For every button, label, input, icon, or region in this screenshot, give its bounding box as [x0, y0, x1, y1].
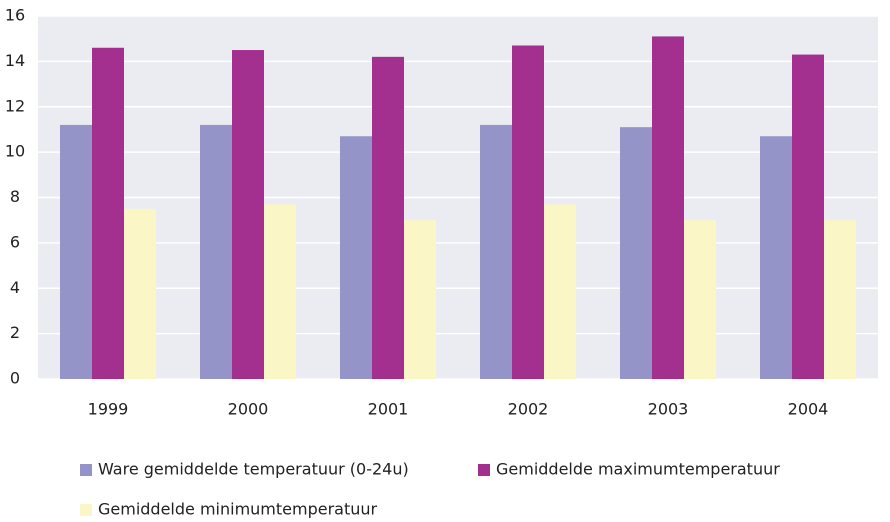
legend-swatch — [478, 464, 490, 476]
bar — [684, 220, 716, 379]
bar — [124, 208, 156, 379]
bar — [620, 127, 652, 379]
y-tick-label: 4 — [10, 278, 20, 297]
y-tick-label: 14 — [5, 51, 25, 70]
y-tick-label: 2 — [10, 323, 20, 342]
bar — [792, 54, 824, 379]
x-tick-label: 2001 — [368, 400, 409, 419]
bar — [824, 220, 856, 379]
bar — [340, 136, 372, 379]
y-tick-label: 12 — [5, 96, 25, 115]
bar — [512, 45, 544, 380]
y-tick-label: 16 — [5, 6, 25, 25]
legend-label: Gemiddelde maximumtemperatuur — [496, 460, 780, 479]
y-tick-label: 10 — [5, 142, 25, 161]
bar — [60, 124, 92, 380]
bar — [232, 50, 264, 379]
x-tick-label: 2004 — [788, 400, 829, 419]
legend-label: Gemiddelde minimumtemperatuur — [98, 500, 378, 519]
bar — [264, 204, 296, 379]
legend-swatch — [80, 464, 92, 476]
bar — [544, 204, 576, 379]
x-tick-label: 2003 — [648, 400, 689, 419]
legend-label: Ware gemiddelde temperatuur (0-24u) — [98, 460, 409, 479]
bar — [92, 47, 124, 379]
y-tick-label: 0 — [10, 369, 20, 388]
bar — [404, 220, 436, 379]
y-tick-label: 6 — [10, 232, 20, 251]
y-tick-label: 8 — [10, 187, 20, 206]
x-tick-label: 1999 — [88, 400, 129, 419]
bar — [480, 124, 512, 380]
bar — [200, 124, 232, 380]
x-tick-label: 2002 — [508, 400, 549, 419]
bar — [652, 36, 684, 379]
bar — [760, 136, 792, 379]
bar — [372, 56, 404, 380]
x-tick-label: 2000 — [228, 400, 269, 419]
legend-swatch — [80, 504, 92, 516]
